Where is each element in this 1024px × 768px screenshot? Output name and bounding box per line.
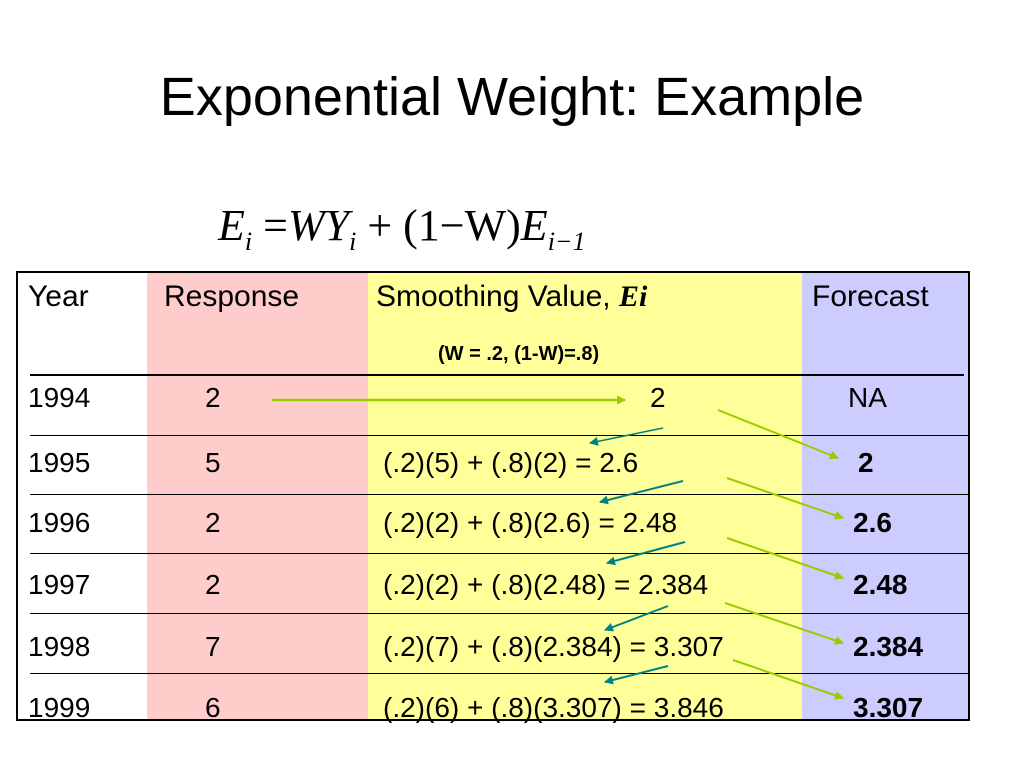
carry-arrow	[589, 427, 664, 446]
formula-plus: +	[367, 201, 393, 250]
header-smoothing-label: Smoothing Value,	[376, 280, 619, 313]
cell-forecast: NA	[848, 382, 887, 413]
forecast-column-band	[802, 273, 968, 719]
slide-title: Exponential Weight: Example	[159, 67, 865, 127]
cell-response: 2	[205, 382, 221, 413]
formula-lhs-sub: i	[244, 227, 253, 256]
cell-smoothing: 2	[650, 382, 666, 413]
cell-smoothing: (.2)(7) + (.8)(2.384) = 3.307	[383, 631, 724, 662]
cell-response: 2	[205, 569, 221, 600]
formula-term2: E	[520, 201, 548, 250]
cell-response: 2	[205, 507, 221, 538]
cell-response: 5	[205, 447, 221, 478]
formula-lhs: E	[218, 201, 245, 250]
cell-year: 1995	[28, 447, 91, 478]
carry-arrow	[599, 480, 684, 505]
row-divider	[30, 613, 968, 614]
cell-forecast: 2.384	[853, 631, 924, 662]
header-smoothing: Smoothing Value, Ei	[376, 280, 647, 314]
forecast-arrow	[732, 659, 844, 700]
carry-arrow	[606, 541, 686, 566]
cell-year: 1999	[28, 692, 91, 723]
cell-year: 1997	[28, 569, 91, 600]
smoothing-formula: Ei =WYi + (1−W)Ei−1	[218, 196, 585, 272]
cell-forecast: 2	[858, 447, 874, 478]
weights-note: (W = .2, (1-W)=.8)	[438, 343, 600, 365]
cell-forecast: 2.48	[853, 569, 908, 600]
row-divider	[30, 553, 968, 554]
cell-smoothing: (.2)(2) + (.8)(2.6) = 2.48	[383, 507, 678, 538]
header-response: Response	[164, 280, 300, 313]
formula-equals: =	[263, 201, 288, 250]
cell-smoothing: (.2)(2) + (.8)(2.48) = 2.384	[383, 569, 709, 600]
forecast-arrow	[726, 537, 844, 580]
cell-response: 6	[205, 692, 221, 723]
cell-forecast: 2.6	[853, 507, 892, 538]
response-column-band	[147, 273, 368, 719]
formula-term1: WY	[287, 201, 350, 250]
table-frame	[16, 271, 970, 721]
forecast-arrow	[717, 409, 839, 460]
carry-arrow	[604, 665, 669, 685]
formula-term1-sub: i	[349, 227, 357, 256]
row-divider	[30, 494, 968, 495]
row-divider	[30, 435, 968, 436]
carry-arrow	[604, 605, 669, 632]
cell-year: 1996	[28, 507, 91, 538]
header-smoothing-symbol: Ei	[618, 280, 648, 313]
forecast-arrow	[724, 602, 844, 645]
header-forecast: Forecast	[812, 280, 929, 313]
formula-term2-sub: i−1	[547, 227, 586, 256]
cell-response: 7	[205, 631, 221, 662]
forecast-arrow	[726, 477, 844, 520]
header-divider	[30, 374, 964, 376]
cell-smoothing: (.2)(5) + (.8)(2) = 2.6	[383, 447, 639, 478]
formula-paren: (1−W)	[403, 201, 521, 250]
header-year: Year	[28, 280, 89, 313]
cell-forecast: 3.307	[853, 692, 924, 723]
cell-smoothing: (.2)(6) + (.8)(3.307) = 3.846	[383, 692, 724, 723]
smoothing-column-band	[368, 273, 802, 719]
cell-year: 1994	[28, 382, 91, 413]
row-divider	[30, 673, 968, 674]
cell-year: 1998	[28, 631, 91, 662]
